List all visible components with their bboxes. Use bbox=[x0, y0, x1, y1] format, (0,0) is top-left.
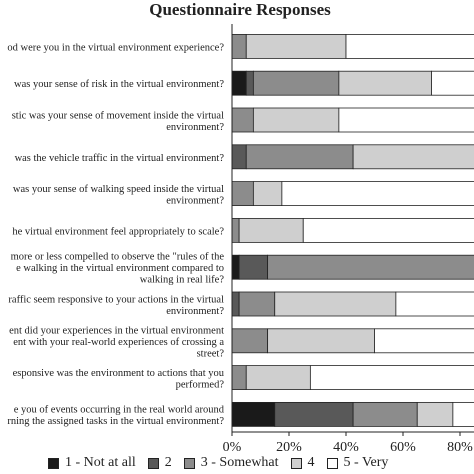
legend-item: 1 - Not at all bbox=[48, 455, 136, 471]
x-tick-label: 0% bbox=[223, 440, 242, 455]
category-label: od were you in the virtual environment e… bbox=[7, 42, 224, 53]
bar-segment bbox=[231, 401, 276, 427]
chart-legend: 1 - Not at all 2 3 - Somewhat 4 5 - Very bbox=[48, 454, 400, 472]
bar-segment bbox=[252, 70, 340, 96]
legend-swatch bbox=[290, 457, 302, 469]
bar-segment bbox=[245, 144, 354, 170]
category-label: raffic seem responsive to your actions i… bbox=[8, 294, 224, 305]
bar-segment bbox=[245, 365, 311, 391]
bar-segment bbox=[452, 401, 474, 427]
bars-layer bbox=[231, 34, 474, 427]
bar-segment bbox=[238, 254, 269, 280]
bar-segment bbox=[267, 328, 375, 354]
category-label: environment? bbox=[166, 195, 224, 206]
bar-segment bbox=[231, 181, 254, 207]
bar-segment bbox=[231, 144, 247, 170]
bar-segment bbox=[267, 254, 474, 280]
bar-segment bbox=[245, 70, 254, 96]
category-label: ent with your real-world experiences of … bbox=[13, 337, 224, 348]
bar-segment bbox=[231, 328, 269, 354]
category-label: stic was your sense of movement inside t… bbox=[12, 110, 224, 121]
x-tick-label: 60% bbox=[390, 440, 416, 455]
category-label: rning the assigned tasks in the virtual … bbox=[7, 416, 224, 427]
x-tick-label: 80% bbox=[447, 440, 473, 455]
legend-swatch bbox=[326, 457, 338, 469]
x-axis: 0% 20% 40% 60% 80% bbox=[223, 24, 474, 455]
legend-label: 5 - Very bbox=[343, 455, 389, 470]
bar-segment bbox=[252, 107, 340, 133]
bar-segment bbox=[231, 70, 247, 96]
category-label: walking in real life? bbox=[140, 275, 225, 286]
legend-label: 4 bbox=[307, 455, 315, 470]
bar-segment bbox=[274, 401, 354, 427]
bar-segment bbox=[231, 34, 247, 59]
legend-item: 2 bbox=[147, 455, 172, 471]
chart-title: Questionnaire Responses bbox=[149, 0, 331, 19]
category-label: he virtual environment feel appropriatel… bbox=[12, 226, 224, 237]
category-label: was your sense of risk in the virtual en… bbox=[14, 79, 224, 90]
bar-segment bbox=[231, 365, 247, 391]
bar-segment bbox=[352, 401, 418, 427]
bar-segment bbox=[309, 365, 474, 391]
category-label: was the vehicle traffic in the virtual e… bbox=[15, 153, 225, 164]
bar-segment bbox=[231, 291, 240, 317]
bar-segment bbox=[345, 34, 474, 59]
bar-segment bbox=[238, 217, 304, 243]
x-tick-label: 20% bbox=[276, 440, 302, 455]
category-label: environment? bbox=[166, 306, 224, 317]
bar-segment bbox=[416, 401, 454, 427]
category-label: performed? bbox=[176, 379, 225, 390]
bar-segment bbox=[302, 217, 474, 243]
legend-swatch bbox=[147, 457, 159, 469]
bar-segment bbox=[238, 291, 276, 317]
legend-label: 1 - Not at all bbox=[65, 455, 136, 470]
bar-segment bbox=[274, 291, 397, 317]
bar-segment bbox=[374, 328, 474, 354]
category-label: environment? bbox=[166, 122, 224, 133]
bar-segment bbox=[252, 181, 283, 207]
legend-item: 3 - Somewhat bbox=[183, 455, 279, 471]
category-label: ent did your experiences in the virtual … bbox=[9, 325, 224, 336]
bar-segment bbox=[352, 144, 474, 170]
category-label: e walking in the virtual environment com… bbox=[16, 263, 224, 274]
category-label: e you of events occurring in the real wo… bbox=[14, 405, 225, 416]
bar-segment bbox=[231, 254, 240, 280]
bar-segment bbox=[395, 291, 474, 317]
legend-item: 5 - Very bbox=[326, 455, 389, 471]
legend-label: 2 bbox=[164, 455, 172, 470]
bar-segment bbox=[281, 181, 474, 207]
bar-segment bbox=[231, 107, 254, 133]
category-label: esponsive was the environment to actions… bbox=[13, 368, 225, 379]
bar-segment bbox=[231, 217, 240, 243]
bar-segment bbox=[431, 70, 474, 96]
category-label: more or less compelled to observe the "r… bbox=[11, 252, 225, 263]
bar-segment bbox=[338, 70, 432, 96]
legend-swatch bbox=[48, 457, 59, 469]
legend-swatch bbox=[183, 457, 195, 469]
legend-label: 3 - Somewhat bbox=[200, 455, 279, 470]
category-label: was your sense of walking speed inside t… bbox=[13, 184, 224, 195]
x-tick-label: 40% bbox=[333, 440, 359, 455]
bar-segment bbox=[338, 107, 474, 133]
bar-segment bbox=[245, 34, 347, 59]
legend-item: 4 bbox=[290, 455, 315, 471]
category-label: street? bbox=[197, 348, 225, 359]
category-labels: od were you in the virtual environment e… bbox=[7, 42, 224, 427]
